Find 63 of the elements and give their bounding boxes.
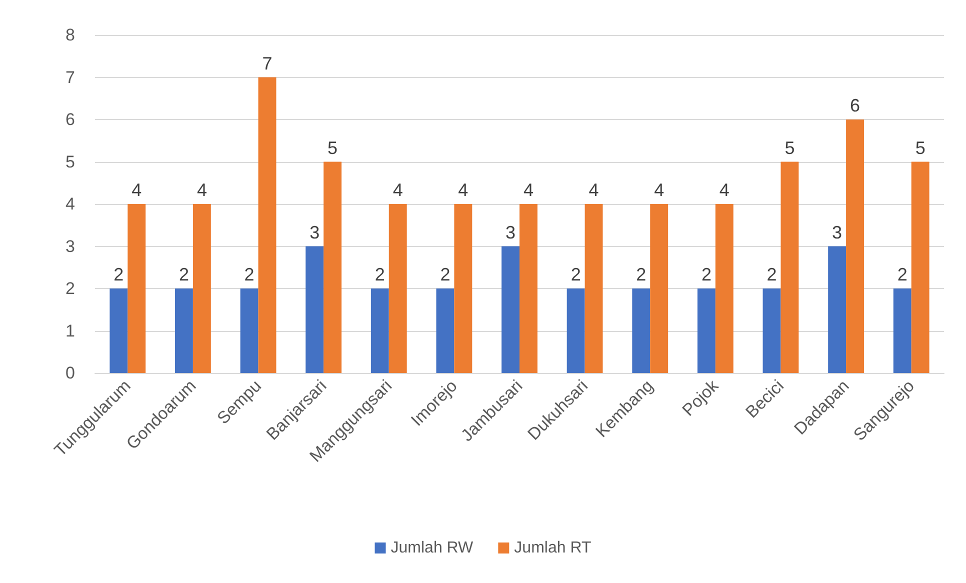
bar	[697, 288, 716, 373]
bar	[192, 204, 211, 373]
bar	[128, 204, 146, 373]
data-label: 3	[832, 222, 842, 242]
bar	[780, 162, 799, 373]
bar	[828, 246, 846, 373]
y-tick-label: 1	[66, 321, 75, 340]
data-label: 2	[570, 264, 581, 284]
bar	[388, 204, 407, 373]
data-label: 4	[523, 180, 534, 200]
bar	[520, 204, 538, 373]
data-label: 2	[897, 264, 908, 284]
bar	[584, 204, 603, 373]
data-label: 6	[850, 96, 860, 116]
bar	[715, 204, 734, 373]
data-label: 4	[654, 180, 664, 200]
bar	[258, 77, 276, 373]
data-label: 4	[719, 180, 730, 200]
bar	[846, 120, 864, 373]
y-tick-label: 2	[66, 279, 75, 298]
data-label: 2	[766, 264, 777, 284]
bar	[911, 162, 930, 373]
data-label: 2	[701, 264, 712, 284]
y-tick-label: 7	[66, 68, 75, 87]
bar	[175, 288, 193, 373]
data-label: 5	[915, 138, 926, 158]
y-tick-label: 3	[66, 236, 75, 256]
data-label: 4	[458, 180, 468, 200]
y-tick-label: 8	[66, 26, 75, 44]
bar	[632, 288, 650, 373]
bar	[893, 288, 912, 373]
data-label: 4	[132, 180, 142, 200]
data-label: 4	[196, 180, 207, 200]
y-tick-label: 5	[66, 152, 75, 172]
data-label: 4	[588, 180, 599, 200]
y-tick-label: 6	[66, 110, 75, 129]
data-label: 2	[440, 264, 450, 284]
bar	[306, 246, 324, 373]
bar	[454, 204, 472, 373]
data-label: 2	[374, 264, 385, 284]
legend-label: Jumlah RW	[390, 540, 474, 556]
y-tick-label: 4	[66, 194, 75, 214]
bar	[650, 204, 668, 373]
bar	[370, 288, 389, 373]
legend-label: Jumlah RT	[514, 540, 592, 556]
y-tick-label: 0	[66, 364, 75, 382]
bar	[762, 288, 781, 373]
data-label: 5	[784, 138, 795, 158]
data-label: 2	[244, 264, 254, 284]
bar	[324, 162, 342, 373]
bar	[566, 288, 585, 373]
bar	[436, 288, 454, 373]
data-label: 2	[114, 264, 124, 284]
data-label: 3	[310, 222, 320, 242]
data-label: 2	[636, 264, 646, 284]
bar	[502, 246, 520, 373]
data-label: 7	[262, 53, 272, 74]
bar	[240, 288, 258, 373]
data-label: 2	[178, 264, 189, 284]
data-label: 3	[506, 222, 516, 242]
bar	[110, 288, 128, 373]
data-label: 4	[392, 180, 403, 200]
data-label: 5	[328, 138, 338, 158]
